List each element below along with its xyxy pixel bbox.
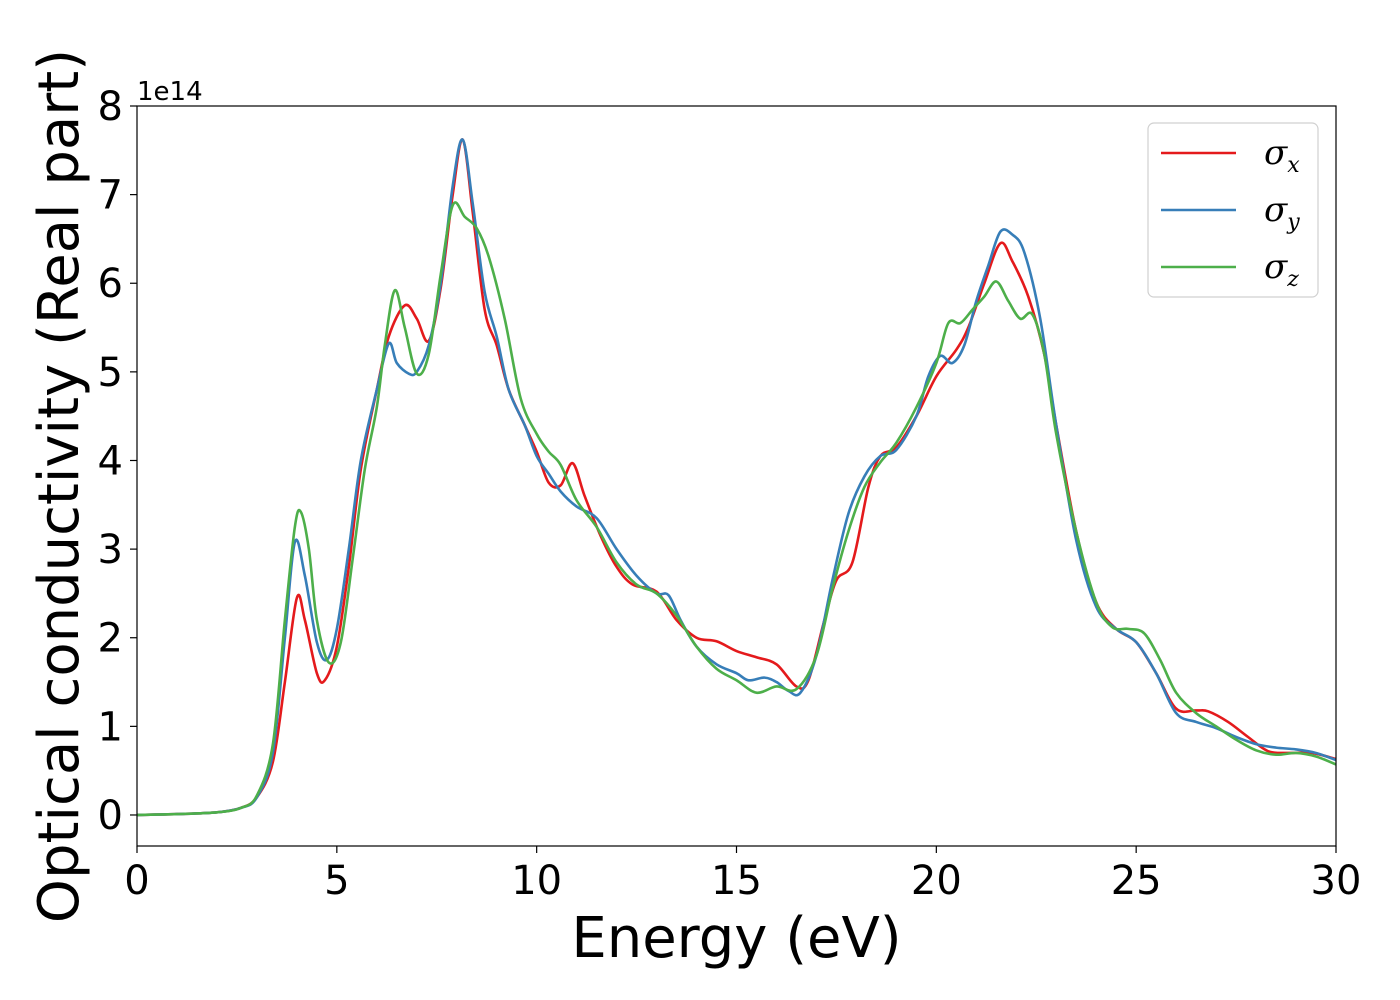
x-tick-label: 25 <box>1111 858 1162 904</box>
y-tick-label: 0 <box>98 793 123 839</box>
y-tick-label: 4 <box>98 438 123 484</box>
x-tick-label: 30 <box>1311 858 1362 904</box>
x-tick-label: 10 <box>511 858 562 904</box>
y-tick-label: 1 <box>98 704 123 750</box>
y-tick-label: 6 <box>98 261 123 307</box>
y-axis-title: Optical conductivity (Real part) <box>27 49 92 923</box>
y-tick-label: 3 <box>98 527 123 573</box>
y-tick-label: 8 <box>98 84 123 130</box>
axis-ticks: 0 5 10 15 20 25 30 0 1 2 3 4 5 6 7 8 <box>98 84 1362 904</box>
x-tick-label: 15 <box>711 858 762 904</box>
y-tick-label: 2 <box>98 616 123 662</box>
y-tick-label: 5 <box>98 350 123 396</box>
plot-frame <box>136 105 1337 847</box>
x-tick-label: 0 <box>124 858 149 904</box>
legend-label-y: σy <box>1264 190 1300 235</box>
x-tick-label: 5 <box>324 858 349 904</box>
legend-label-x: σx <box>1264 133 1300 178</box>
x-tick-label: 20 <box>911 858 962 904</box>
x-axis-title: Energy (eV) <box>571 906 901 971</box>
y-offset-label: 1e14 <box>137 77 203 107</box>
y-tick-label: 7 <box>98 173 123 219</box>
legend: σx σy σz <box>1147 122 1319 298</box>
plot-area <box>137 138 1336 817</box>
series-line-z <box>137 201 1336 817</box>
legend-label-z: σz <box>1264 247 1299 292</box>
